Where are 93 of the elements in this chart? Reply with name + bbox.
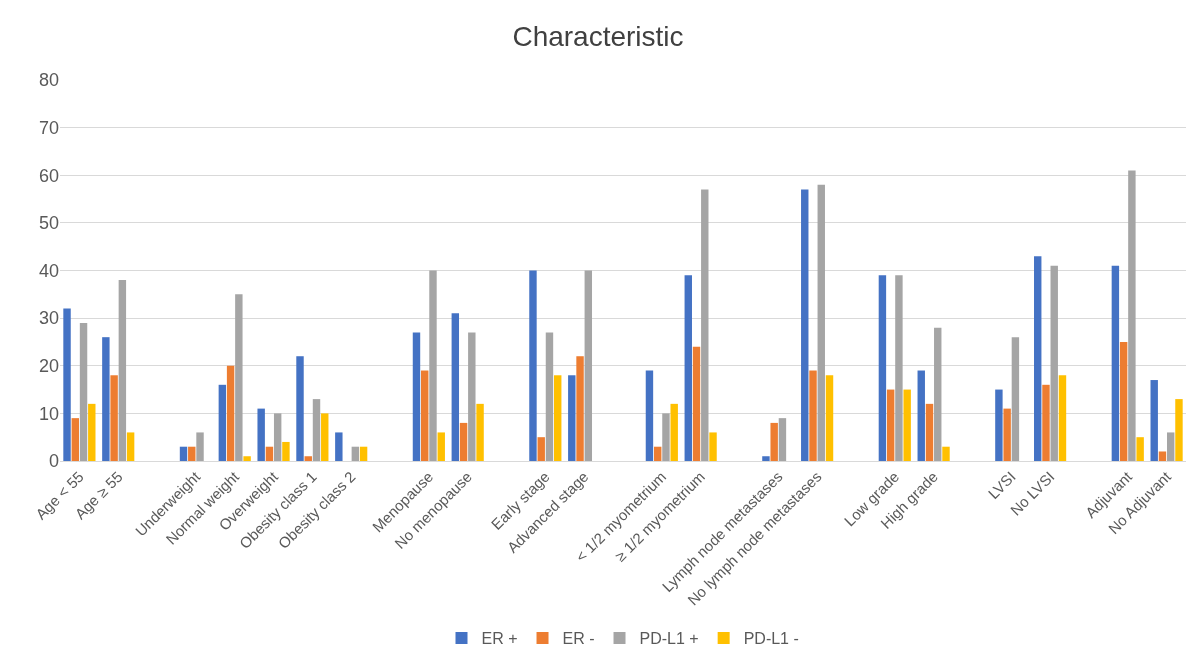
bar	[895, 275, 903, 461]
bar	[257, 408, 265, 461]
y-tick-label: 60	[38, 165, 59, 186]
bar	[762, 456, 770, 461]
bar	[801, 189, 809, 461]
bar	[584, 270, 593, 461]
bar	[1011, 337, 1020, 461]
bar	[878, 275, 887, 461]
bar	[995, 389, 1003, 461]
bar	[118, 280, 127, 461]
y-tick-label: 50	[38, 213, 59, 234]
bar	[1158, 451, 1167, 461]
bar	[63, 308, 71, 461]
bar	[437, 432, 445, 461]
bar	[925, 403, 934, 461]
bar	[196, 432, 204, 461]
bar	[265, 446, 274, 461]
bar	[359, 446, 368, 461]
bar	[351, 446, 360, 461]
bar	[903, 389, 911, 461]
bar	[545, 332, 554, 461]
bar	[576, 356, 584, 461]
y-tick-label: 40	[38, 260, 59, 281]
bar	[1150, 380, 1158, 461]
y-tick-label: 20	[38, 356, 59, 377]
bar	[1042, 384, 1050, 461]
bar	[304, 456, 312, 461]
y-tick-label: 30	[38, 308, 59, 329]
bar	[709, 432, 717, 461]
bar	[126, 432, 135, 461]
bar	[459, 422, 468, 461]
bar	[335, 432, 343, 461]
bar	[226, 365, 235, 461]
bar	[321, 413, 329, 461]
bar	[653, 446, 662, 461]
bar	[188, 446, 196, 461]
bar	[102, 337, 110, 461]
bar	[770, 422, 778, 461]
legend-label: ER -	[562, 630, 595, 648]
bar	[218, 384, 227, 461]
bar	[684, 275, 692, 461]
bar	[554, 375, 562, 461]
bar	[468, 332, 476, 461]
legend-label: PD-L1 +	[639, 630, 699, 648]
bar	[235, 294, 243, 461]
bar	[282, 441, 290, 461]
legend-label: ER +	[481, 630, 518, 648]
bar	[451, 313, 460, 461]
bar	[476, 403, 484, 461]
bar	[701, 189, 709, 461]
bar	[537, 437, 545, 461]
bar	[809, 370, 817, 461]
bar	[1136, 437, 1144, 461]
bar	[529, 270, 537, 461]
bar	[817, 184, 825, 461]
bar	[1111, 265, 1120, 461]
bar	[179, 446, 188, 461]
bar	[412, 332, 421, 461]
bar	[1058, 375, 1067, 461]
bar	[1128, 170, 1136, 461]
bar	[1119, 341, 1128, 461]
bar	[312, 399, 321, 461]
y-tick-label: 10	[38, 403, 59, 424]
y-tick-label: 80	[38, 70, 59, 91]
bar	[778, 418, 787, 461]
bar	[645, 370, 654, 461]
bar	[942, 446, 950, 461]
bar	[421, 370, 429, 461]
bar	[71, 418, 79, 461]
bar	[1167, 432, 1175, 461]
bar	[568, 375, 576, 461]
bar	[670, 403, 678, 461]
bar	[243, 456, 251, 461]
chart-title: Characteristic	[512, 21, 684, 53]
bar	[1034, 256, 1042, 461]
bar	[79, 322, 88, 461]
bar	[1003, 408, 1011, 461]
bar	[934, 327, 942, 461]
bar	[429, 270, 437, 461]
y-tick-label: 70	[38, 117, 59, 138]
bar	[917, 370, 925, 461]
bar	[1050, 265, 1058, 461]
bar	[296, 356, 304, 461]
y-tick-label: 0	[48, 451, 59, 472]
bar	[692, 346, 701, 461]
bar	[110, 375, 118, 461]
legend-label: PD-L1 -	[743, 630, 799, 648]
bar	[825, 375, 834, 461]
bar	[886, 389, 895, 461]
bar	[88, 403, 96, 461]
bar	[662, 413, 670, 461]
bar	[273, 413, 282, 461]
bar	[1175, 399, 1183, 461]
